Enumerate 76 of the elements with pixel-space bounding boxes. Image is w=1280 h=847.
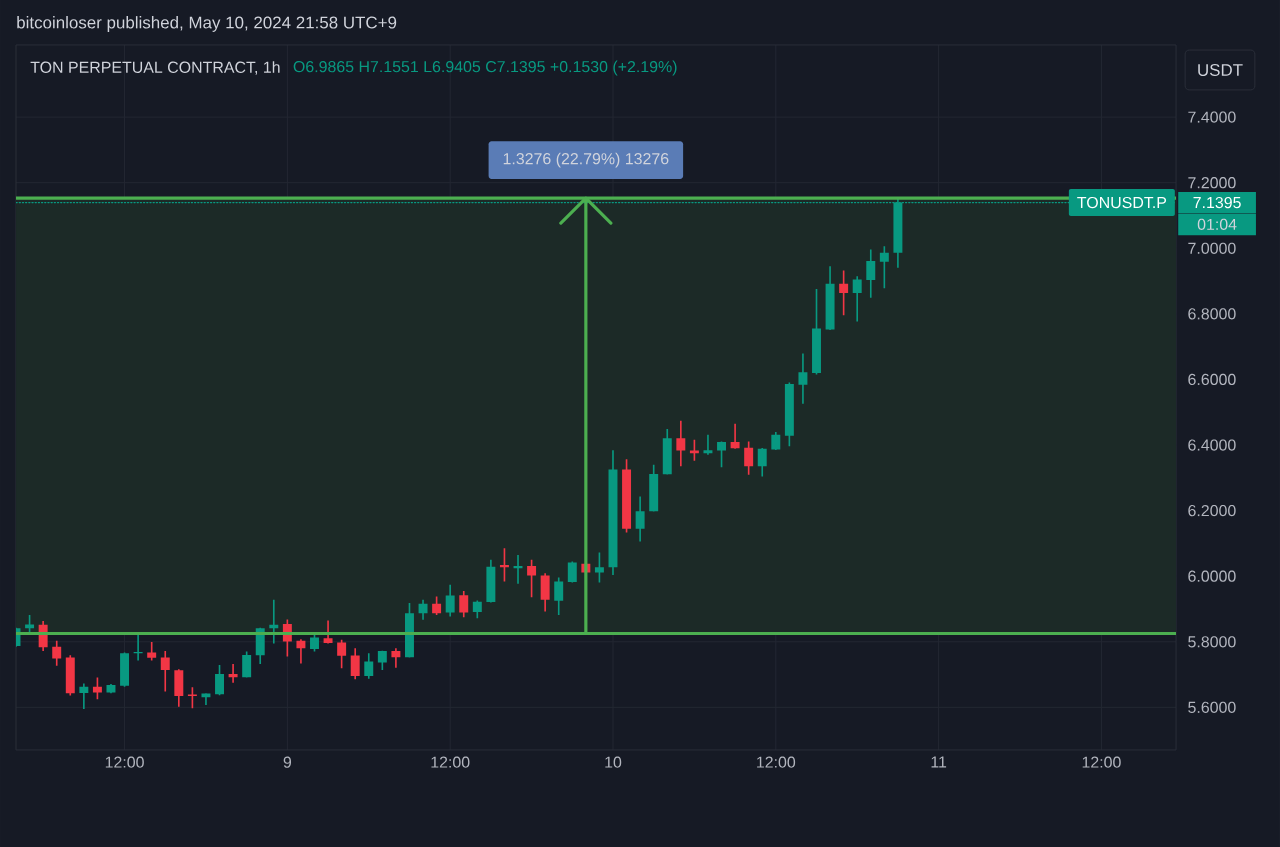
candlestick	[174, 669, 184, 707]
text: TON PERPETUAL CONTRACT, 1h	[30, 61, 280, 75]
x-tick-label: 12:00	[105, 756, 144, 768]
candlestick	[635, 496, 645, 542]
candlestick	[513, 554, 523, 584]
candlestick	[391, 648, 401, 668]
candlestick	[52, 640, 62, 666]
x-tick-label: 10	[605, 756, 622, 768]
candlestick	[662, 428, 672, 475]
candlestick	[757, 447, 767, 477]
y-tick-label: 7.4000	[1188, 111, 1236, 123]
y-tick-label: 7.2000	[1188, 177, 1236, 189]
candlestick	[350, 648, 360, 680]
candlestick	[472, 600, 482, 619]
chart-title: bitcoinloser published, May 10, 2024 21:58 UTC+9	[17, 16, 397, 32]
candlestick	[798, 353, 808, 404]
candlestick	[567, 561, 577, 583]
candlestick	[540, 573, 550, 612]
y-tick-label: 6.0000	[1188, 570, 1236, 582]
candlestick	[377, 650, 387, 670]
candlestick	[432, 596, 442, 615]
y-tick-label: 5.8000	[1188, 636, 1236, 648]
x-tick-label: 12:00	[1082, 756, 1121, 768]
candlestick	[364, 653, 374, 679]
y-tick-label: 6.2000	[1188, 504, 1236, 517]
candlestick	[201, 693, 211, 706]
candlestick	[228, 664, 238, 683]
candlestick	[65, 655, 75, 696]
x-tick-label: 9	[283, 756, 292, 768]
candlestick	[242, 651, 252, 678]
candlestick	[866, 249, 876, 298]
candlestick	[812, 288, 821, 375]
candlestick	[744, 441, 754, 475]
candlestick	[730, 423, 740, 449]
ref-line-label: TONUSDT.P	[1077, 196, 1167, 209]
y-tick-label: 6.8000	[1188, 308, 1236, 320]
candlestick	[459, 590, 469, 618]
candlestick	[215, 665, 224, 696]
candlestick	[852, 276, 862, 322]
y-tick-label: 6.4000	[1188, 439, 1236, 451]
candlestick	[79, 683, 89, 709]
candlestick	[310, 632, 319, 652]
x-tick-label: 12:00	[757, 756, 796, 768]
y-axis-title: USDT	[1198, 63, 1243, 76]
candlestick	[554, 577, 564, 615]
annotation: O6.9865 H7.1551 L6.9405 C7.1395 +0.1530 (+2.19%)	[293, 60, 677, 76]
annotation: 1.3276 (22.79%) 13276	[503, 152, 669, 168]
candlestick	[323, 620, 333, 644]
candlestick	[649, 464, 659, 512]
candlestick	[622, 459, 632, 533]
candlestick	[784, 382, 794, 447]
candlestick	[404, 603, 414, 658]
candlestick	[825, 266, 835, 330]
candlestick	[296, 639, 306, 664]
candlestick	[269, 599, 279, 644]
y-tick-label: 7.0000	[1188, 242, 1236, 254]
candlestick	[771, 431, 781, 450]
x-tick-label: 12:00	[431, 756, 470, 768]
candlestick	[486, 559, 496, 603]
candlestick	[106, 684, 116, 694]
y-tick-label: 6.6000	[1188, 373, 1236, 386]
y-tick-label: 5.6000	[1188, 701, 1236, 713]
text: 01:04	[1197, 218, 1237, 230]
candlestick	[160, 650, 170, 692]
x-tick-label: 11	[931, 756, 947, 768]
candlestick	[337, 639, 347, 669]
candlestick	[120, 652, 130, 687]
candlestick	[133, 634, 143, 661]
candlestick	[703, 434, 713, 455]
candlestick	[147, 642, 157, 661]
candlestick	[676, 420, 686, 467]
candlestick	[717, 441, 726, 468]
candlestick	[418, 599, 428, 620]
text: 7.1395	[1193, 196, 1241, 209]
candlestick	[608, 450, 618, 575]
candlestick	[445, 584, 455, 617]
